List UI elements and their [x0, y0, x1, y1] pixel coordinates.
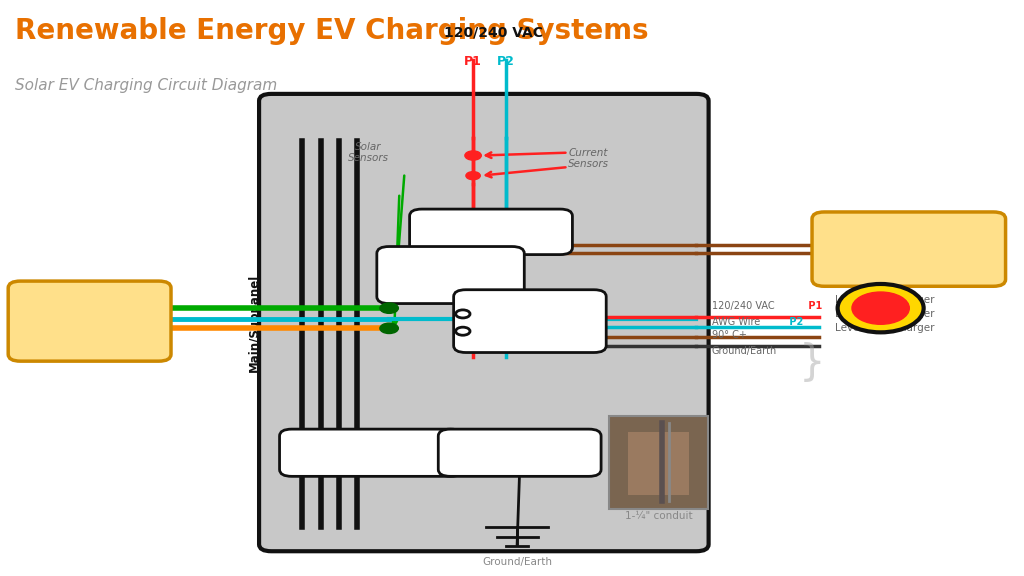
Text: Smart Meter: Smart Meter [327, 446, 416, 459]
FancyBboxPatch shape [609, 416, 708, 509]
Circle shape [380, 323, 398, 334]
Text: P2: P2 [497, 55, 515, 68]
Text: Ground/Earth: Ground/Earth [482, 556, 552, 567]
Text: P1: P1 [805, 301, 822, 312]
Text: Emergency Power Off: Emergency Power Off [824, 254, 937, 264]
Text: Dedicated
Circuit
Breaker: Dedicated Circuit Breaker [500, 305, 560, 338]
Text: Solar EV Charging Circuit Diagram: Solar EV Charging Circuit Diagram [15, 78, 278, 93]
Circle shape [380, 303, 398, 313]
Text: Main
Breaker: Main Breaker [421, 261, 480, 289]
Text: P2: P2 [786, 317, 804, 327]
Text: 1-¼" conduit: 1-¼" conduit [625, 510, 692, 521]
Text: 120/240 VAC: 120/240 VAC [712, 301, 774, 312]
Circle shape [852, 292, 909, 324]
Text: Ground Bus: Ground Bus [479, 446, 560, 459]
Text: Current
Sensors: Current Sensors [568, 147, 609, 169]
Text: P1: P1 [464, 55, 482, 68]
Text: AWG Wire: AWG Wire [712, 317, 760, 327]
Circle shape [466, 172, 480, 180]
Text: 90° C+: 90° C+ [712, 330, 746, 340]
Circle shape [456, 310, 470, 318]
Text: Renewable Energy EV Charging Systems: Renewable Energy EV Charging Systems [15, 17, 649, 46]
Text: Main/Subpanel: Main/Subpanel [248, 274, 260, 372]
Bar [628, 432, 689, 495]
FancyBboxPatch shape [410, 209, 572, 255]
Text: Level 1 EV Charger: Level 1 EV Charger [835, 294, 934, 305]
Text: (EPO) Button: (EPO) Button [847, 266, 914, 276]
Text: Transfer Switch: Transfer Switch [442, 227, 540, 237]
Text: Ground/Earth: Ground/Earth [712, 346, 777, 357]
Text: Incoming
solar feed: Incoming solar feed [54, 307, 125, 335]
Text: }: } [799, 342, 825, 384]
Circle shape [838, 284, 924, 332]
Text: Level 3 EV Charger: Level 3 EV Charger [835, 323, 934, 334]
Text: 120/240 VAC: 120/240 VAC [444, 26, 543, 40]
Circle shape [465, 151, 481, 160]
FancyBboxPatch shape [812, 212, 1006, 286]
Text: Level 2 EV Charger: Level 2 EV Charger [835, 309, 934, 319]
FancyBboxPatch shape [280, 429, 463, 476]
Text: EV Charger
Terminal Block: EV Charger Terminal Block [852, 234, 966, 264]
FancyBboxPatch shape [259, 94, 709, 551]
FancyBboxPatch shape [454, 290, 606, 353]
Circle shape [456, 327, 470, 335]
FancyBboxPatch shape [8, 281, 171, 361]
Text: Solar
Sensors: Solar Sensors [348, 142, 389, 164]
FancyBboxPatch shape [377, 247, 524, 304]
FancyBboxPatch shape [438, 429, 601, 476]
